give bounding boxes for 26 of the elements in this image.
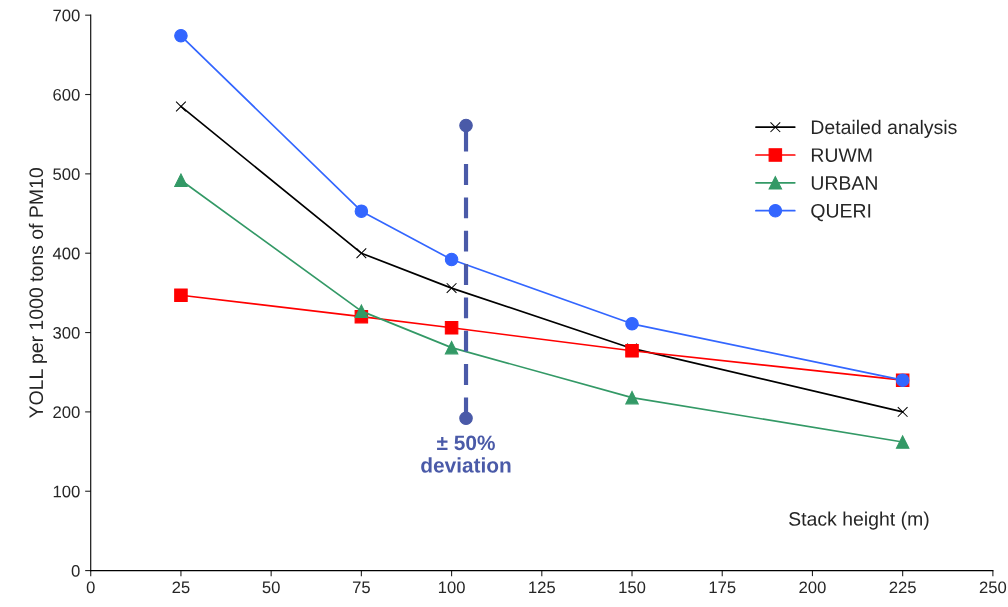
legend-label: URBAN <box>811 176 877 190</box>
y-tick-label: 700 <box>53 9 80 22</box>
x-tick-label: 100 <box>438 581 465 594</box>
y-tick-label: 100 <box>53 485 80 498</box>
y-tick-label: 500 <box>53 168 80 181</box>
annotation: ± 50% deviation <box>421 435 511 473</box>
legend-label: Detailed analysis <box>811 119 957 138</box>
x-tick-label: 225 <box>889 581 916 594</box>
x-tick-label: 0 <box>86 581 95 594</box>
y-axis-title: YOLL per 1000 tons of PM10 <box>28 168 47 418</box>
x-axis-title: Stack height (m) <box>789 511 929 530</box>
x-tick-label: 25 <box>172 581 190 594</box>
y-tick-label: 600 <box>53 88 80 101</box>
legend-label: RUWM <box>811 148 872 162</box>
legend-label: QUERI <box>811 203 871 222</box>
x-tick-label: 50 <box>262 581 280 594</box>
x-tick-label: 75 <box>352 581 370 594</box>
x-tick-label: 150 <box>619 581 646 594</box>
x-tick-label: 250 <box>979 581 1007 594</box>
y-tick-label: 400 <box>52 247 80 260</box>
x-tick-label: 200 <box>799 581 826 594</box>
x-tick-label: 175 <box>709 581 736 594</box>
y-tick-label: 0 <box>71 564 80 577</box>
y-tick-label: 200 <box>53 406 80 419</box>
y-tick-label: 300 <box>53 326 80 339</box>
x-tick-label: 125 <box>529 581 556 594</box>
